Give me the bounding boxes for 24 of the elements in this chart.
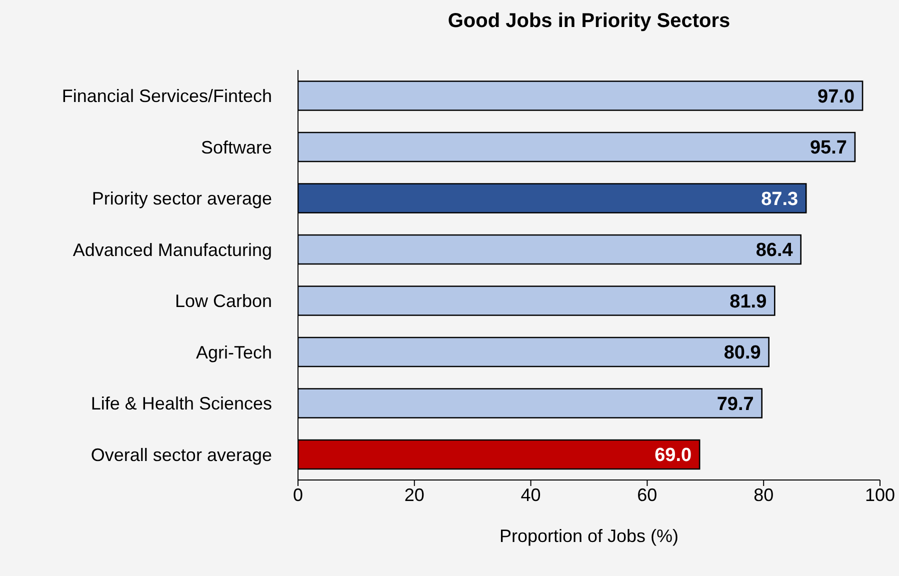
x-tick-label: 0 xyxy=(292,484,304,505)
y-tick-label: Overall sector average xyxy=(90,444,272,465)
y-tick-label: Financial Services/Fintech xyxy=(62,86,272,106)
data-label: 95.7 xyxy=(810,138,847,159)
chart-title: Good Jobs in Priority Sectors xyxy=(446,10,732,33)
x-tick-label: 100 xyxy=(864,484,896,505)
x-axis-title: Proportion of Jobs (%) xyxy=(499,526,679,546)
x-tick-label: 80 xyxy=(754,484,774,505)
data-label: 86.4 xyxy=(756,240,794,262)
data-label: 87.3 xyxy=(761,188,798,210)
y-tick-label: Priority sector average xyxy=(92,188,272,209)
data-label: 80.9 xyxy=(724,342,761,364)
data-label: 81.9 xyxy=(730,291,767,312)
x-tick-label: 60 xyxy=(637,484,658,505)
y-tick-label: Agri-Tech xyxy=(196,342,272,362)
data-label: 79.7 xyxy=(716,394,754,415)
y-tick-label: Software xyxy=(200,137,272,158)
data-label: 97.0 xyxy=(818,86,855,108)
y-tick-label: Advanced Manufacturing xyxy=(72,240,272,260)
y-tick-label: Life & Health Sciences xyxy=(90,394,272,414)
y-tick-label: Low Carbon xyxy=(174,291,272,312)
x-tick-label: 40 xyxy=(520,484,541,505)
x-tick-label: 20 xyxy=(404,484,424,505)
data-label: 69.0 xyxy=(654,445,692,466)
